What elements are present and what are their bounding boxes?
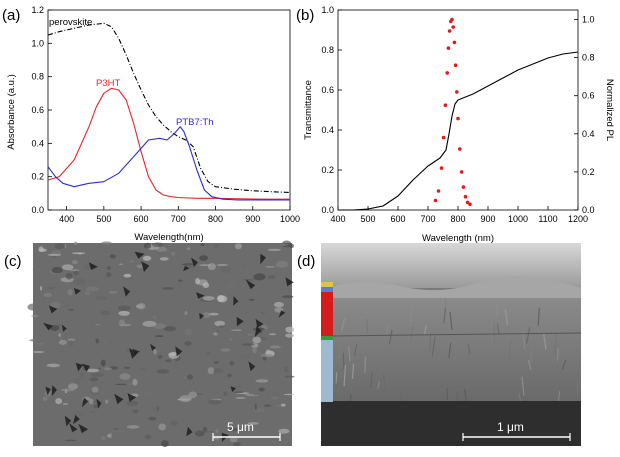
panel-a-y-ticks: 0.0 0.2 0.4 0.6 0.8 1.0 1.2 [31,5,52,215]
b-x-tick-label: 400 [330,214,345,224]
b-pl-point [446,46,451,50]
sem-cross-texture [332,300,582,414]
panel-b-frame [337,9,579,211]
sem-device-stack [321,298,581,401]
sem-substrate [321,401,581,446]
a-x-tick-label: 800 [208,214,223,224]
panel-d-sem-image: (d) 1 μm [297,243,582,446]
b-x-tick-label: 500 [360,214,375,224]
b-y-tick-label: 0.0 [321,205,334,215]
b-y-tick-label: 0.8 [321,45,334,55]
layer-marker-lightblue [321,340,333,402]
panel-b-y-axis-label: Transmittance [303,80,314,140]
panel-a-x-ticks: 400 500 600 700 800 900 1000 [59,206,300,224]
b-y2-tick-label: 0.2 [582,167,595,177]
panel-b-label: (b) [296,7,314,24]
a-x-tick-label: 1000 [280,214,300,224]
b-pl-point [465,200,470,205]
b-pl-point [451,25,456,29]
b-pl-point [461,185,466,189]
layer-marker-green [321,336,333,340]
b-pl-point [453,63,458,67]
panel-b-chart: (b) 400 500 600 700 800 900 1000 1100 1200 0.00.… [296,5,615,244]
layer-marker-yellow [321,282,333,287]
b-y2-tick-label: 0.4 [582,129,595,139]
b-y2-tick-label: 0.8 [582,53,595,63]
b-y2-tick-label: 0.6 [582,91,595,101]
d-scale-bar-label: 1 μm [497,420,524,434]
series-label-p3ht: P3HT [96,78,120,89]
b-x-tick-label: 1100 [538,214,557,224]
b-x-tick-label: 700 [420,214,435,224]
b-x-tick-label: 800 [450,214,465,224]
b-pl-point [455,90,459,94]
b-pl-point [441,135,446,140]
a-series-line-0 [47,22,291,194]
b-y2-tick-label: 1.0 [582,15,595,25]
b-x-tick-label: 1000 [508,214,528,224]
b-x-tick-label: 600 [390,214,405,224]
b-pl-point [443,103,448,107]
panel-b-y-ticks: 0.0 0.2 0.4 0.6 0.8 1.0 [321,5,342,215]
b-pl-point [439,166,444,170]
panel-a-chart: (a) 400 500 600 700 800 900 1000 0.00.20.40.60… [2,5,300,243]
a-x-tick-label: 500 [96,214,111,224]
panel-b-series [338,17,579,211]
a-y-tick-label: 0.6 [31,105,44,115]
layer-marker-red [321,292,333,336]
a-series-line-1 [47,87,290,200]
b-x-tick-label: 900 [480,214,495,224]
b-pl-point [450,17,454,22]
c-scale-bar-label: 5 μm [227,420,254,434]
b-pl-point [468,202,472,207]
a-y-tick-label: 1.2 [31,5,44,15]
b-pl-point [452,40,457,45]
panel-c-sem-image: (c) 5 μm [4,240,295,447]
series-label-perovskite: perovskite [49,17,92,28]
b-y-tick-label: 0.4 [321,125,334,135]
b-pl-point [463,194,468,199]
a-series-line-2 [47,126,290,201]
panel-a-frame [47,9,291,211]
a-y-tick-label: 0.4 [31,138,44,148]
panel-d-label: (d) [297,253,315,270]
b-x-tick-label: 1200 [568,214,588,224]
a-y-tick-label: 0.2 [31,172,44,182]
a-y-tick-label: 0.0 [31,205,44,215]
b-y-tick-label: 1.0 [321,5,334,15]
a-y-tick-label: 0.8 [31,72,44,82]
a-x-tick-label: 700 [171,214,186,224]
b-pl-point [436,189,441,193]
b-pl-point [458,147,462,151]
b-pl-point [447,29,452,33]
panel-b-y2-ticks: 0.0 0.2 0.4 0.6 0.8 1.0 [574,15,595,215]
b-transmittance-line [338,51,579,211]
series-label-ptb7th: PTB7:Th [176,117,214,128]
panel-b-x-axis-label: Wavelength (nm) [422,233,494,244]
b-pl-point [456,116,460,121]
b-y-tick-label: 0.2 [321,165,334,175]
layer-marker-blue [321,287,333,292]
b-y2-tick-label: 0.0 [582,205,595,215]
b-pl-point [445,71,450,75]
a-x-tick-label: 900 [245,214,260,224]
panel-b-x-ticks: 400 500 600 700 800 900 1000 1100 1200 [330,206,588,224]
b-pl-point [433,198,438,203]
panel-a-y-axis-label: Absorbance (a.u.) [6,74,17,150]
a-y-tick-label: 1.0 [31,38,44,48]
panel-a-series [47,22,291,201]
b-pl-point [459,170,464,174]
a-x-tick-label: 600 [134,214,149,224]
panel-a-label: (a) [2,7,20,24]
panel-b-y2-axis-label: Normalized PL [604,79,615,141]
b-y-tick-label: 0.6 [321,85,334,95]
panel-a-x-axis-label: Wavelength(nm) [134,232,203,243]
a-x-tick-label: 400 [59,214,74,224]
panel-c-label: (c) [4,253,22,270]
